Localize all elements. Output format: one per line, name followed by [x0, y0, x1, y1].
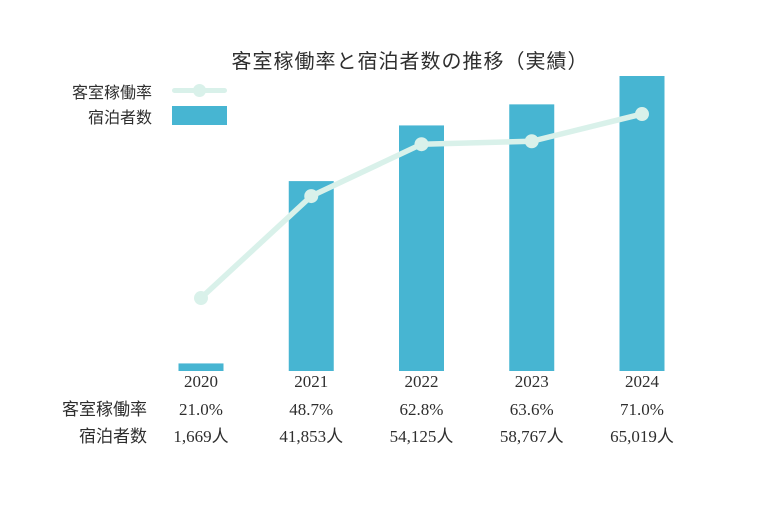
table-row-label-guests: 宿泊者数 — [79, 427, 147, 446]
year-label-2020: 2020 — [184, 372, 218, 391]
line-marker-2021 — [304, 189, 319, 204]
legend-label-occupancy: 客室稼働率 — [71, 84, 152, 102]
line-marker-2023 — [524, 134, 539, 149]
guest-value-2024: 65,019人 — [610, 427, 674, 446]
bar-2024 — [619, 76, 665, 371]
chart-title: 客室稼働率と宿泊者数の推移（実績） — [231, 51, 589, 73]
legend: 客室稼働率 宿泊者数 — [40, 78, 227, 128]
table-row-label-occupancy: 客室稼働率 — [62, 400, 147, 419]
occupancy-value-2022: 62.8% — [399, 400, 444, 419]
legend-row-guests: 宿泊者数 — [40, 103, 227, 128]
year-label-2023: 2023 — [514, 372, 549, 391]
legend-label-guests: 宿泊者数 — [87, 109, 152, 127]
line-marker-2022 — [414, 137, 429, 152]
bar-2022 — [399, 125, 444, 371]
legend-row-occupancy: 客室稼働率 — [40, 78, 227, 103]
year-label-2024: 2024 — [625, 372, 659, 391]
year-label-2021: 2021 — [294, 372, 329, 391]
guest-value-2021: 41,853人 — [279, 427, 344, 446]
year-label-2022: 2022 — [404, 372, 439, 391]
legend-line-swatch — [172, 84, 227, 97]
line-marker-2024 — [635, 107, 649, 122]
guest-value-2023: 58,767人 — [499, 427, 564, 446]
occupancy-value-2020: 21.0% — [179, 400, 223, 419]
line-marker-2020 — [194, 291, 208, 306]
bar-2023 — [509, 104, 555, 371]
guest-value-2022: 54,125人 — [389, 427, 454, 446]
occupancy-value-2024: 71.0% — [620, 400, 664, 419]
legend-bar-swatch — [172, 106, 227, 125]
guest-value-2020: 1,669人 — [173, 427, 229, 446]
occupancy-value-2023: 63.6% — [509, 400, 554, 419]
occupancy-value-2021: 48.7% — [289, 400, 334, 419]
bar-2020 — [178, 363, 224, 371]
legend-line-marker-icon — [193, 84, 206, 97]
